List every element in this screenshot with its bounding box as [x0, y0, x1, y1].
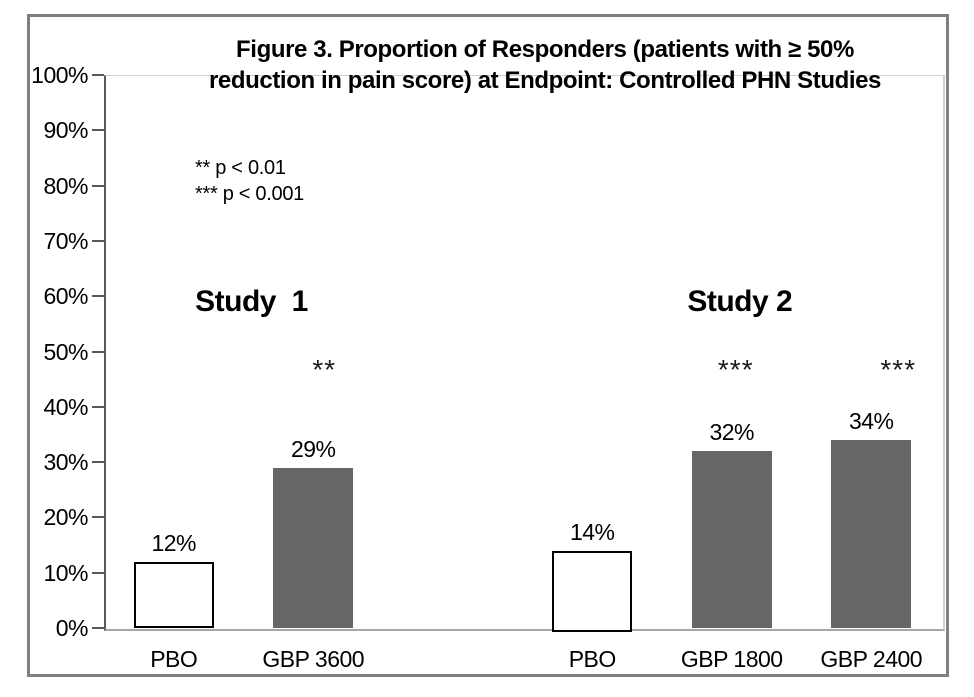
y-tick-label: 50%: [43, 338, 88, 365]
significance-marker: ***: [717, 354, 754, 385]
y-tick-mark: [92, 461, 104, 464]
y-tick-label: 80%: [43, 172, 88, 199]
y-tick-mark: [92, 239, 104, 242]
bar-value-label: 12%: [151, 530, 197, 556]
y-tick-mark: [92, 627, 104, 629]
y-tick-label: 0%: [55, 615, 89, 641]
x-axis-label: GBP 1800: [680, 646, 783, 672]
bar-pbo: [133, 562, 214, 628]
bar-gbp-3600: [273, 468, 354, 628]
group-label-study-1: Study 1: [195, 285, 308, 318]
bar-pbo: [552, 551, 633, 632]
y-tick-label: 40%: [43, 393, 88, 420]
x-axis-label: PBO: [150, 646, 198, 672]
bar-gbp-2400: [831, 440, 912, 628]
y-tick-label: 90%: [43, 117, 88, 144]
bar-value-label: 32%: [709, 419, 755, 445]
y-tick-mark: [92, 516, 104, 519]
y-tick-mark: [92, 405, 104, 408]
y-tick-label: 20%: [43, 504, 88, 531]
chart-title-line-2: reduction in pain score) at Endpoint: Co…: [208, 67, 882, 94]
y-tick-mark: [92, 295, 104, 298]
y-tick-label: 60%: [43, 283, 88, 310]
bar-value-label: 29%: [290, 436, 336, 462]
y-tick-label: 100%: [31, 62, 88, 88]
significance-marker: ***: [880, 354, 917, 385]
y-tick-label: 30%: [43, 449, 88, 476]
p-value-note-triple-asterisk: *** p < 0.001: [195, 183, 304, 205]
x-axis-label: GBP 3600: [262, 646, 365, 672]
x-axis-label: GBP 2400: [820, 646, 923, 672]
p-value-legend: ** p < 0.01 *** p < 0.001: [195, 155, 304, 207]
group-label-study-2: Study 2: [687, 285, 793, 318]
y-tick-mark: [92, 571, 104, 574]
bar-value-label: 14%: [569, 519, 615, 545]
figure-3-chart: Figure 3. Proportion of Responders (pati…: [27, 14, 949, 677]
y-tick-label: 10%: [43, 559, 88, 586]
y-tick-mark: [92, 350, 104, 353]
y-tick-mark: [92, 129, 104, 132]
significance-marker: **: [312, 354, 337, 385]
y-tick-label: 70%: [43, 227, 88, 254]
chart-title-line-1: Figure 3. Proportion of Responders (pati…: [236, 36, 854, 63]
bar-value-label: 34%: [848, 408, 894, 434]
x-axis-label: PBO: [568, 646, 617, 672]
p-value-note-double-asterisk: ** p < 0.01: [195, 157, 286, 179]
plot-area: [104, 75, 945, 631]
y-tick-mark: [92, 74, 104, 76]
bar-gbp-1800: [691, 451, 772, 628]
chart-title: Figure 3. Proportion of Responders (pati…: [140, 34, 950, 96]
y-tick-mark: [92, 184, 104, 187]
